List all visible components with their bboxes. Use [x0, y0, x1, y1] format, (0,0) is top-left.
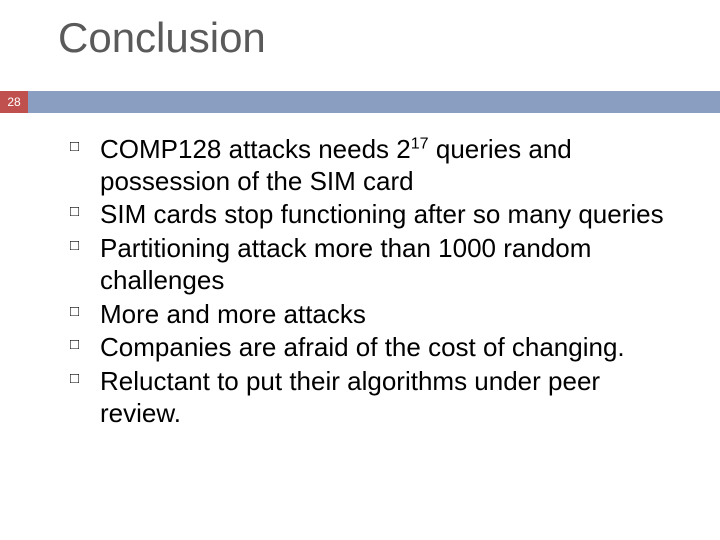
- title-banner: [0, 91, 720, 113]
- bullet-text-pre: Partitioning attack more than 1000 rando…: [100, 233, 591, 295]
- slide: Conclusion 28 COMP128 attacks needs 217 …: [0, 0, 720, 540]
- bullet-text-pre: Companies are afraid of the cost of chan…: [100, 332, 625, 362]
- bullet-text-pre: SIM cards stop functioning after so many…: [100, 199, 664, 229]
- list-item: COMP128 attacks needs 217 queries and po…: [66, 134, 686, 197]
- bullet-text-pre: More and more attacks: [100, 299, 366, 329]
- list-item: SIM cards stop functioning after so many…: [66, 199, 686, 231]
- list-item: Companies are afraid of the cost of chan…: [66, 332, 686, 364]
- bullet-text-sup: 17: [411, 134, 429, 152]
- list-item: Reluctant to put their algorithms under …: [66, 366, 686, 429]
- list-item: Partitioning attack more than 1000 rando…: [66, 233, 686, 296]
- bullet-list: COMP128 attacks needs 217 queries and po…: [66, 134, 686, 429]
- bullet-text-pre: Reluctant to put their algorithms under …: [100, 366, 600, 428]
- page-number-badge: 28: [0, 91, 28, 113]
- list-item: More and more attacks: [66, 299, 686, 331]
- bullet-text-pre: COMP128 attacks needs 2: [100, 134, 411, 164]
- content-area: COMP128 attacks needs 217 queries and po…: [66, 134, 686, 431]
- slide-title: Conclusion: [58, 14, 266, 62]
